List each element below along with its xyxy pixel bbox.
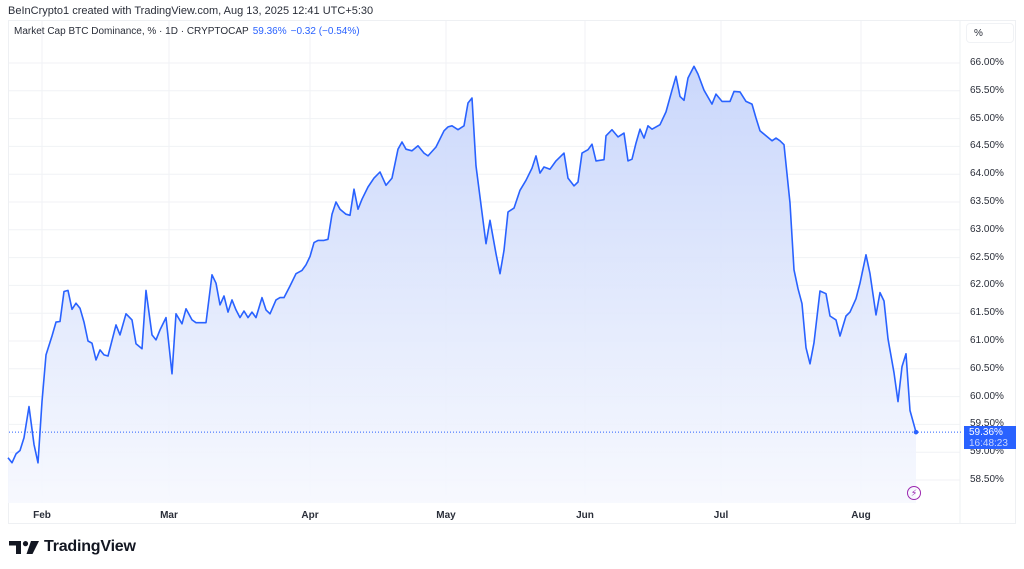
legend-value: 59.36% xyxy=(252,26,287,37)
percent-scale-button[interactable]: % xyxy=(966,23,1014,43)
bar-countdown: 16:48:23 xyxy=(969,438,1008,449)
x-axis-tick: Aug xyxy=(851,510,871,521)
last-price-label: 59.36% 16:48:23 xyxy=(964,426,1016,449)
last-price-value: 59.36% xyxy=(969,427,1003,438)
y-axis-tick: 63.50% xyxy=(970,196,1004,207)
area-fill xyxy=(8,66,916,504)
y-axis-tick: 64.00% xyxy=(970,168,1004,180)
series-legend[interactable]: Market Cap BTC Dominance, % · 1D · CRYPT… xyxy=(14,26,360,37)
y-axis-tick: 60.00% xyxy=(970,390,1004,402)
y-axis-tick: 65.00% xyxy=(970,112,1004,124)
x-axis-tick: Mar xyxy=(160,510,178,521)
y-axis-tick: 64.50% xyxy=(970,140,1004,152)
y-axis-tick: 61.50% xyxy=(970,307,1004,319)
last-price-dot xyxy=(913,429,919,435)
y-axis-tick: 62.50% xyxy=(970,251,1004,263)
x-axis-tick: Apr xyxy=(301,510,319,521)
x-axis-tick: Jul xyxy=(713,510,729,521)
y-axis-tick: 62.00% xyxy=(970,279,1004,291)
tradingview-mark-icon xyxy=(9,540,39,554)
attribution-text: BeInCrypto1 created with TradingView.com… xyxy=(8,5,374,17)
y-axis-tick: 59.00% xyxy=(970,446,1004,458)
x-axis-tick: Jun xyxy=(576,510,594,521)
x-axis-tick: May xyxy=(436,510,456,521)
y-axis-tick: 58.50% xyxy=(970,474,1004,485)
tradingview-wordmark: TradingView xyxy=(44,538,136,555)
y-axis-tick: 66.00% xyxy=(970,57,1004,68)
price-line xyxy=(7,65,917,464)
lightning-icon[interactable]: ⚡︎ xyxy=(907,486,921,500)
y-axis-tick: 59.50% xyxy=(970,418,1004,430)
x-axis-tick: Feb xyxy=(33,510,51,521)
y-axis-tick: 60.50% xyxy=(970,362,1004,374)
legend-symbol: Market Cap BTC Dominance, % · 1D · CRYPT… xyxy=(14,26,249,37)
legend-change: −0.32 (−0.54%) xyxy=(290,26,360,37)
chart-frame xyxy=(8,20,1016,524)
y-axis-tick: 63.00% xyxy=(970,223,1004,235)
tradingview-logo: TradingView xyxy=(9,538,136,556)
y-axis-tick: 65.50% xyxy=(970,84,1004,96)
y-axis-tick: 61.00% xyxy=(970,335,1004,346)
